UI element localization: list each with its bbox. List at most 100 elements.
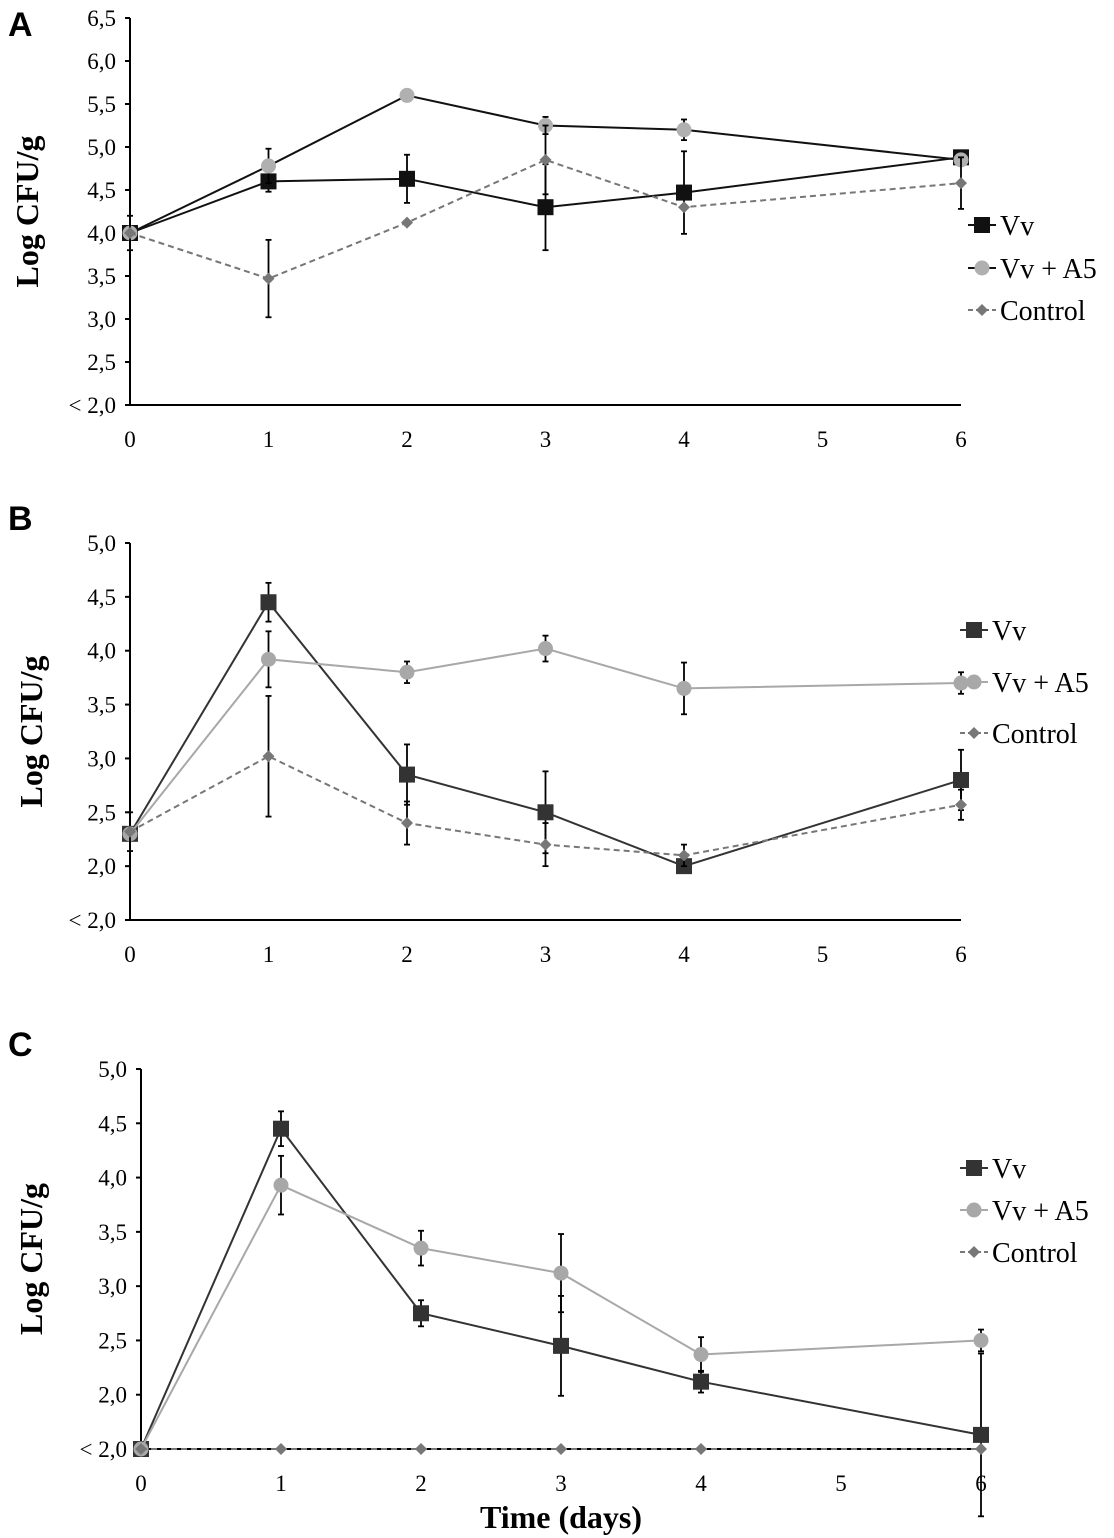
data-point xyxy=(261,158,276,174)
y-tick-label: 3,0 xyxy=(98,1274,127,1299)
legend-marker xyxy=(966,674,982,690)
panel-letter: B xyxy=(8,500,33,538)
legend-label: Control xyxy=(992,719,1078,750)
x-tick-label: 6 xyxy=(955,942,967,967)
series-control xyxy=(124,695,967,868)
data-point xyxy=(399,664,415,680)
data-point xyxy=(676,680,692,696)
x-tick-label: 1 xyxy=(263,427,275,452)
y-tick-label: 3,5 xyxy=(87,264,116,289)
y-axis-label: Log CFU/g xyxy=(9,136,45,288)
data-point xyxy=(399,170,415,187)
series-line xyxy=(129,94,962,234)
legend-label: Vv xyxy=(992,1154,1026,1185)
x-tick-label: 2 xyxy=(401,427,413,452)
data-point xyxy=(953,675,969,691)
x-tick-label: 2 xyxy=(415,1471,427,1496)
data-point xyxy=(676,122,692,138)
panel-letter: C xyxy=(8,1026,33,1064)
legend: Vv Vv + A5 Control xyxy=(960,616,1089,750)
x-tick-label: 0 xyxy=(135,1471,147,1496)
legend-label: Control xyxy=(992,1238,1078,1269)
x-tick-label: 5 xyxy=(835,1471,847,1496)
series-control xyxy=(124,124,967,319)
x-tick-label: 4 xyxy=(695,1471,707,1496)
legend-marker xyxy=(974,260,990,276)
data-point xyxy=(695,1443,707,1455)
data-point xyxy=(539,153,552,166)
legend: Vv Vv + A5 Control xyxy=(960,1154,1089,1269)
x-tick-label: 5 xyxy=(817,427,829,452)
data-point xyxy=(401,817,413,830)
y-tick-label: 4,0 xyxy=(87,639,116,664)
series-line xyxy=(129,755,962,857)
y-tick-label: 4,5 xyxy=(87,585,116,610)
panel-letter: A xyxy=(8,6,33,44)
chart-panel-b: B < 2,0 2,0 2,5 3,0 3,5 4,0 4,5 5,0 0 1 2 3 4 5 6 Log CF… xyxy=(8,500,1089,967)
y-tick-label: 5,0 xyxy=(87,135,116,160)
legend: Vv Vv + A5 Control xyxy=(968,211,1097,327)
y-tick-label: 5,0 xyxy=(98,1057,127,1082)
y-tick-label: < 2,0 xyxy=(80,1437,127,1462)
data-point xyxy=(537,199,554,216)
legend-marker xyxy=(966,622,982,638)
y-tick-label: 2,0 xyxy=(98,1383,127,1408)
data-point xyxy=(124,227,136,239)
y-axis-label: Log CFU/g xyxy=(13,656,49,808)
x-axis-label: Time (days) xyxy=(480,1499,642,1535)
legend-label: Vv + A5 xyxy=(992,668,1089,699)
series-vv xyxy=(133,1110,989,1518)
x-tick-label: 1 xyxy=(275,1471,287,1496)
y-tick-label: 4,5 xyxy=(98,1111,127,1136)
legend-label: Vv + A5 xyxy=(992,1196,1089,1227)
data-point xyxy=(953,771,969,788)
y-tick-label: 3,0 xyxy=(87,746,116,771)
data-point xyxy=(693,1347,709,1363)
data-point xyxy=(413,1305,429,1322)
y-tick-label: 4,0 xyxy=(87,221,116,246)
data-point xyxy=(415,1443,427,1455)
y-tick-label: 5,5 xyxy=(87,92,116,117)
x-tick-label: 2 xyxy=(401,942,413,967)
data-point xyxy=(273,1177,289,1193)
legend-marker xyxy=(974,217,990,233)
y-axis-label: Log CFU/g xyxy=(13,1183,49,1335)
y-tick-label: 2,5 xyxy=(87,800,116,825)
x-tick-label: 6 xyxy=(955,427,967,452)
legend-marker xyxy=(966,1160,982,1176)
series-line xyxy=(140,1126,982,1450)
series-control xyxy=(135,1443,987,1455)
data-point xyxy=(676,184,692,201)
data-point xyxy=(553,1337,569,1354)
data-point xyxy=(553,1265,569,1281)
data-point xyxy=(262,272,275,285)
y-tick-label: < 2,0 xyxy=(69,908,116,933)
series-line xyxy=(140,1183,982,1450)
y-tick-label: 2,0 xyxy=(87,854,116,879)
x-tick-label: 3 xyxy=(555,1471,567,1496)
chart-panel-a: A < 2,0 2,5 3,0 3,5 4,0 4,5 5,0 5,5 6,0 6,5 0 1 2 3 4 5 6… xyxy=(8,6,1097,452)
data-point xyxy=(261,651,276,667)
data-point xyxy=(538,641,553,657)
x-tick-label: 4 xyxy=(678,427,690,452)
y-tick-label: 6,5 xyxy=(87,6,116,31)
x-tick-label: 3 xyxy=(540,427,552,452)
series-line xyxy=(129,156,962,234)
data-point xyxy=(678,849,690,862)
data-point xyxy=(275,1443,287,1455)
y-tick-label: 3,5 xyxy=(98,1220,127,1245)
data-point xyxy=(955,798,967,811)
legend-label: Vv + A5 xyxy=(1000,254,1097,285)
series-vv-a5 xyxy=(122,87,969,241)
y-tick-label: 3,5 xyxy=(87,693,116,718)
y-tick-label: 2,5 xyxy=(98,1328,127,1353)
legend-marker xyxy=(968,1246,980,1258)
legend-label: Vv xyxy=(992,616,1026,647)
data-point xyxy=(262,750,275,763)
data-point xyxy=(413,1240,429,1256)
legend-marker xyxy=(968,727,980,739)
data-point xyxy=(273,1120,289,1137)
data-point xyxy=(399,87,415,103)
